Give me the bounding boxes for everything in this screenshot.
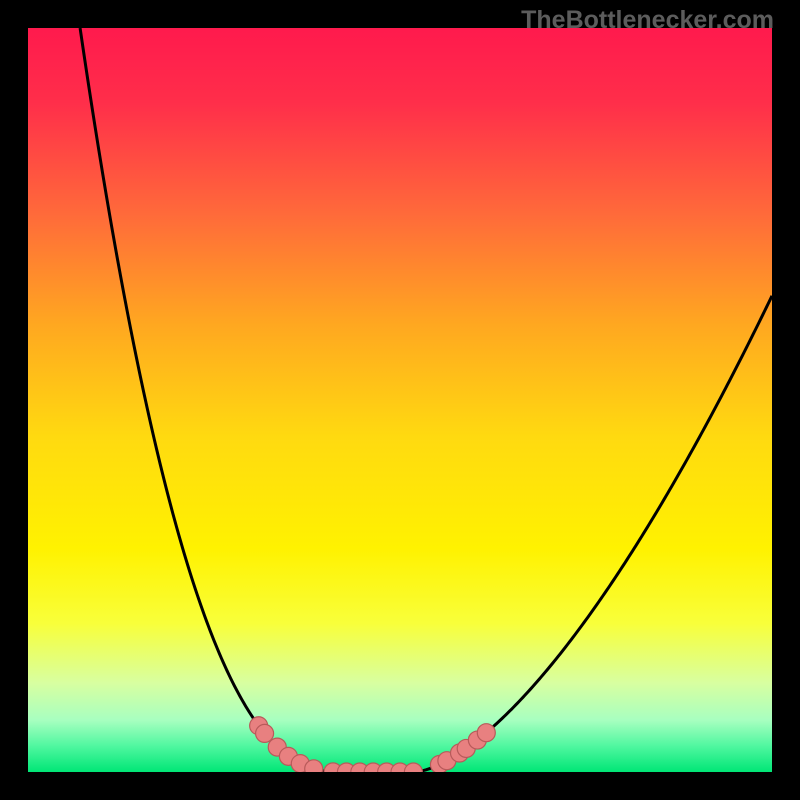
bottleneck-chart: TheBottlenecker.com: [0, 0, 800, 800]
gradient-background: [0, 0, 800, 800]
